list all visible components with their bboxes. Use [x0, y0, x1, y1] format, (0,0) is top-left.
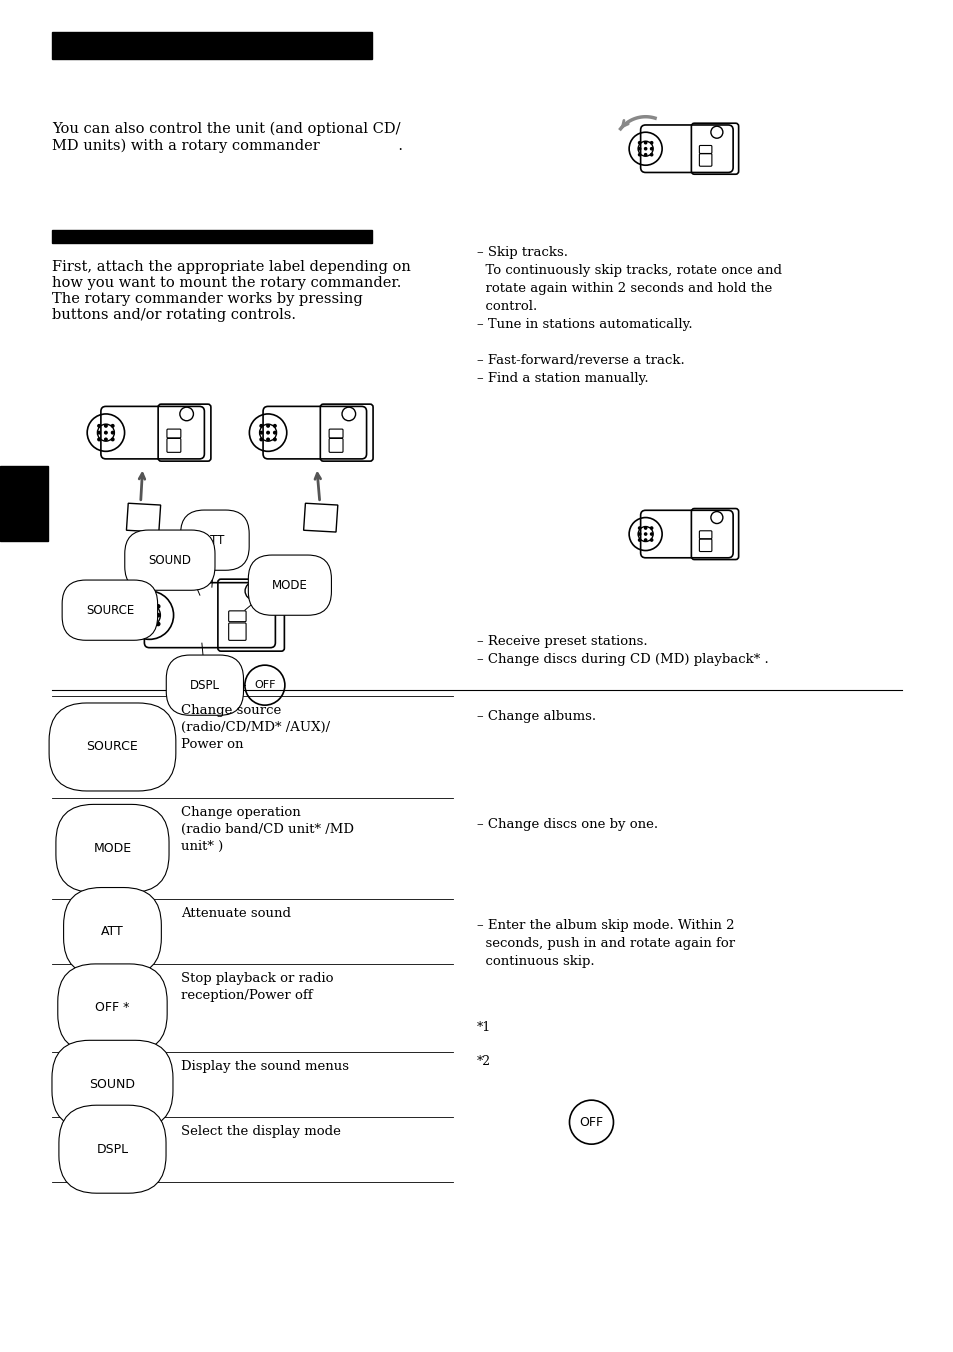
Bar — [0, 466, 48, 541]
Text: OFF: OFF — [253, 680, 275, 690]
Text: ATT: ATT — [204, 534, 225, 546]
Circle shape — [644, 533, 646, 535]
Circle shape — [650, 539, 652, 541]
Circle shape — [650, 142, 652, 143]
Circle shape — [260, 438, 262, 441]
Text: ATT: ATT — [101, 925, 124, 938]
Circle shape — [112, 438, 113, 441]
Circle shape — [98, 438, 100, 441]
Text: You can also control the unit (and optional CD/
MD units) with a rotary commande: You can also control the unit (and optio… — [52, 122, 403, 153]
Circle shape — [638, 154, 640, 155]
Circle shape — [650, 533, 652, 535]
Circle shape — [139, 622, 142, 626]
Circle shape — [644, 527, 646, 529]
Circle shape — [260, 425, 262, 427]
Bar — [52, 32, 372, 59]
Circle shape — [274, 438, 275, 441]
Circle shape — [274, 425, 275, 427]
Text: SOUND: SOUND — [149, 554, 192, 566]
Circle shape — [105, 438, 107, 441]
Text: OFF: OFF — [578, 1115, 603, 1129]
Text: MODE: MODE — [93, 842, 132, 854]
Circle shape — [638, 142, 640, 143]
Circle shape — [148, 614, 151, 617]
Text: First, attach the appropriate label depending on
how you want to mount the rotar: First, attach the appropriate label depe… — [52, 260, 411, 322]
Circle shape — [156, 604, 160, 608]
Text: Attenuate sound: Attenuate sound — [181, 907, 292, 921]
Text: SOUND: SOUND — [90, 1078, 135, 1091]
Text: MODE: MODE — [272, 579, 308, 592]
Circle shape — [638, 539, 640, 541]
Circle shape — [139, 604, 142, 608]
Text: *1: *1 — [476, 1021, 491, 1034]
Text: Change source
(radio/CD/MD* /AUX)/
Power on: Change source (radio/CD/MD* /AUX)/ Power… — [181, 704, 331, 752]
Text: – Change discs one by one.: – Change discs one by one. — [476, 818, 658, 831]
Circle shape — [650, 147, 652, 150]
Text: SOURCE: SOURCE — [87, 741, 138, 753]
Text: – Change albums.: – Change albums. — [476, 710, 596, 723]
Circle shape — [638, 533, 640, 535]
Circle shape — [112, 431, 113, 434]
Text: – Skip tracks.
  To continuously skip tracks, rotate once and
  rotate again wit: – Skip tracks. To continuously skip trac… — [476, 246, 781, 385]
Text: *2: *2 — [476, 1055, 491, 1068]
Circle shape — [644, 147, 646, 150]
Circle shape — [267, 438, 269, 441]
Text: Select the display mode: Select the display mode — [181, 1125, 341, 1138]
Bar — [52, 230, 372, 243]
Circle shape — [98, 425, 100, 427]
Text: DSPL: DSPL — [96, 1142, 129, 1156]
Circle shape — [156, 622, 160, 626]
Circle shape — [156, 614, 160, 617]
Text: – Receive preset stations.
– Change discs during CD (MD) playback* .: – Receive preset stations. – Change disc… — [476, 635, 768, 667]
Circle shape — [148, 622, 151, 626]
Text: DSPL: DSPL — [190, 679, 219, 692]
Circle shape — [139, 614, 142, 617]
Circle shape — [105, 425, 107, 427]
Circle shape — [650, 527, 652, 529]
Text: SOURCE: SOURCE — [86, 603, 133, 617]
Circle shape — [267, 431, 269, 434]
Circle shape — [267, 425, 269, 427]
Circle shape — [644, 142, 646, 143]
Circle shape — [638, 527, 640, 529]
Circle shape — [274, 431, 275, 434]
Circle shape — [112, 425, 113, 427]
Circle shape — [650, 154, 652, 155]
Circle shape — [148, 604, 151, 608]
Circle shape — [105, 431, 107, 434]
Circle shape — [638, 147, 640, 150]
Circle shape — [644, 539, 646, 541]
Text: – Enter the album skip mode. Within 2
  seconds, push in and rotate again for
  : – Enter the album skip mode. Within 2 se… — [476, 919, 735, 968]
Circle shape — [98, 431, 100, 434]
Text: Change operation
(radio band/CD unit* /MD
unit* ): Change operation (radio band/CD unit* /M… — [181, 806, 355, 853]
Text: Display the sound menus: Display the sound menus — [181, 1060, 349, 1073]
Circle shape — [260, 431, 262, 434]
Text: Stop playback or radio
reception/Power off: Stop playback or radio reception/Power o… — [181, 972, 334, 1002]
Text: OFF *: OFF * — [95, 1002, 130, 1014]
Circle shape — [644, 154, 646, 155]
